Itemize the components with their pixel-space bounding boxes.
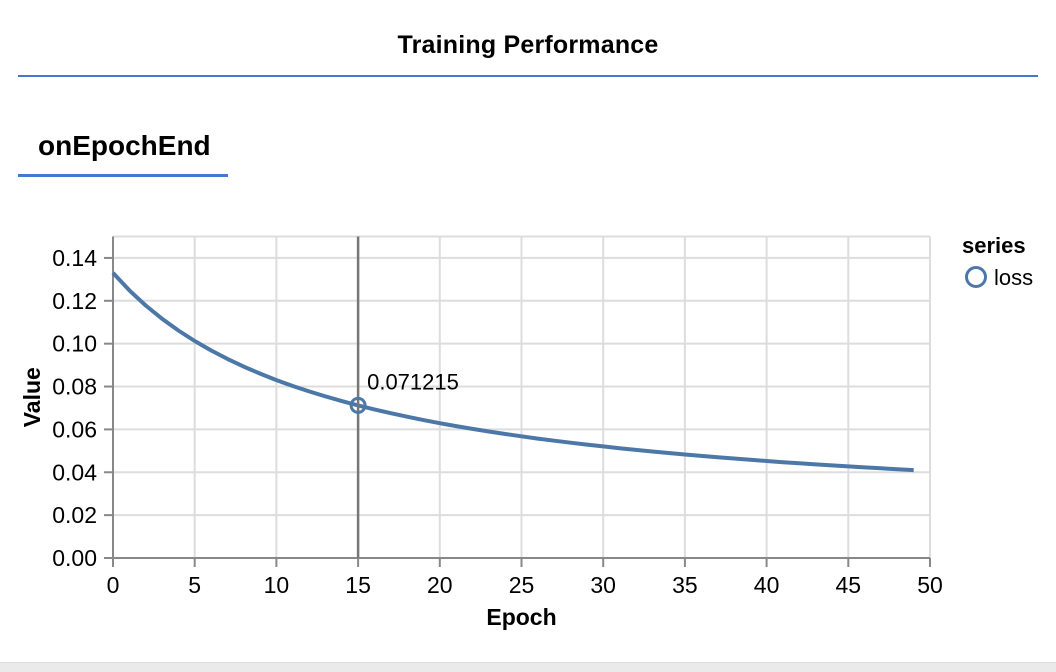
x-tick-label: 45 <box>836 572 862 598</box>
x-tick-label: 35 <box>672 572 698 598</box>
y-tick-label: 0.10 <box>52 331 97 357</box>
legend-open-circle-icon <box>965 266 987 288</box>
section-heading: onEpochEnd <box>38 130 211 161</box>
legend-label: loss <box>994 265 1033 290</box>
x-axis-title: Epoch <box>486 604 556 630</box>
y-tick-label: 0.00 <box>52 545 97 571</box>
section-underline <box>18 174 228 177</box>
x-tick-label: 20 <box>427 572 453 598</box>
y-tick-label: 0.06 <box>52 416 97 442</box>
bottom-panel-edge <box>0 662 1056 672</box>
x-tick-label: 40 <box>754 572 780 598</box>
y-tick-label: 0.02 <box>52 502 97 528</box>
x-tick-label: 5 <box>188 572 201 598</box>
title-underline <box>18 75 1038 77</box>
y-tick-label: 0.12 <box>52 288 97 314</box>
x-tick-label: 15 <box>345 572 371 598</box>
x-tick-label: 50 <box>917 572 943 598</box>
y-tick-label: 0.08 <box>52 374 97 400</box>
x-tick-label: 25 <box>509 572 535 598</box>
loss-line <box>111 271 914 473</box>
highlight-point <box>349 396 367 414</box>
y-axis-title: Value <box>19 367 45 427</box>
legend-title: series <box>962 233 1026 258</box>
x-tick-label: 30 <box>590 572 616 598</box>
tooltip-value: 0.071215 <box>367 369 459 394</box>
x-tick-label: 0 <box>107 572 120 598</box>
y-tick-label: 0.14 <box>52 245 97 271</box>
y-tick-label: 0.04 <box>52 459 97 485</box>
x-tick-label: 10 <box>264 572 290 598</box>
page-title: Training Performance <box>397 31 659 59</box>
